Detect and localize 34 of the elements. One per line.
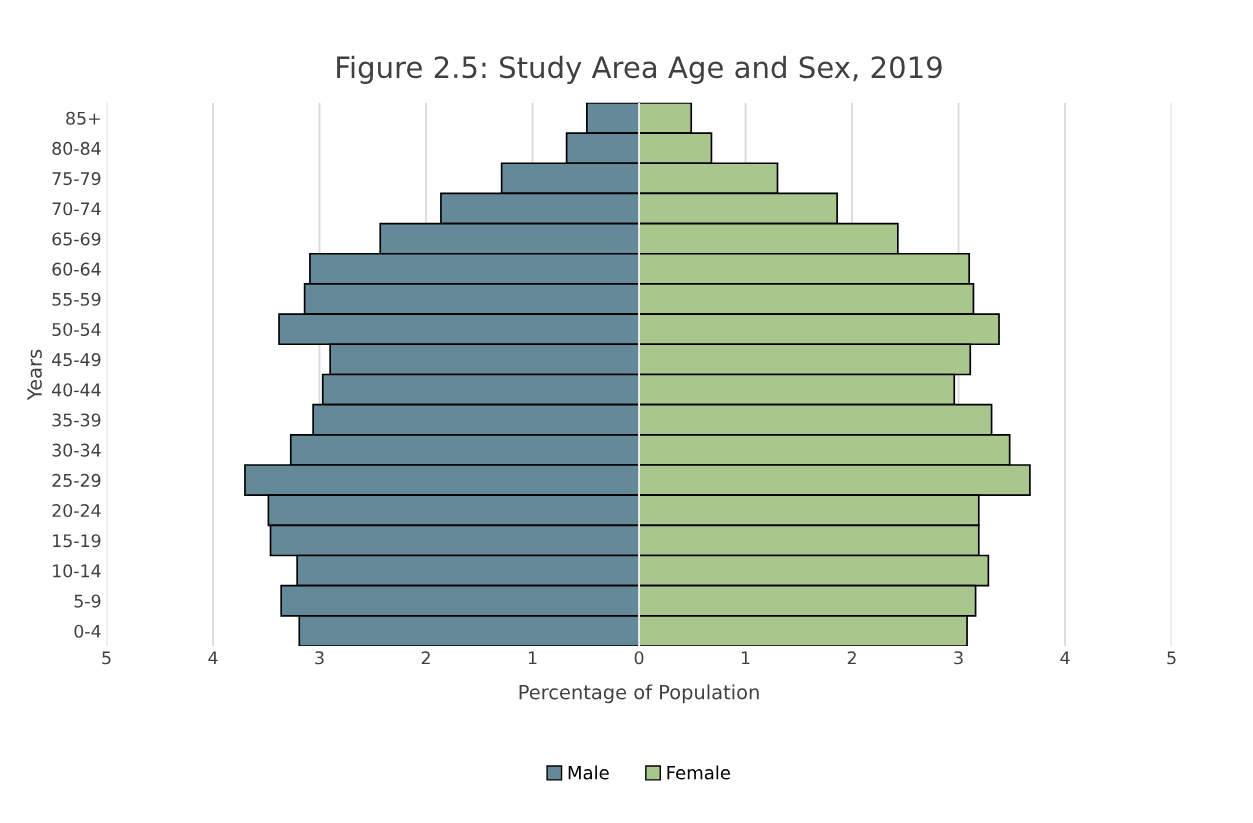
y-tick-label: 5-9 xyxy=(74,594,101,608)
y-tick-label: 75-79 xyxy=(52,172,101,186)
x-axis-title: Percentage of Population xyxy=(519,684,759,704)
x-tick-label: 3 xyxy=(315,651,324,665)
y-tick-label: 30-34 xyxy=(52,443,101,457)
y-tick-label: 25-29 xyxy=(52,473,101,487)
x-tick-label: 4 xyxy=(208,651,218,665)
y-tick-label: 10-14 xyxy=(53,564,101,578)
y-tick-label: 65-69 xyxy=(52,232,101,246)
y-tick-label: 40-44 xyxy=(52,383,101,397)
legend-label: Male xyxy=(568,765,609,780)
legend-label: Female xyxy=(667,765,731,780)
y-tick-label: 55-59 xyxy=(52,292,101,306)
y-tick-label: 15-19 xyxy=(53,534,101,548)
x-tick-label: 4 xyxy=(1060,651,1070,665)
x-tick-label: 5 xyxy=(1167,651,1176,665)
y-axis-title: Years xyxy=(27,349,42,401)
x-tick-label: 2 xyxy=(847,651,856,665)
x-tick-label: 2 xyxy=(421,651,430,665)
x-tick-label: 5 xyxy=(102,651,111,665)
y-tick-label: 60-64 xyxy=(52,262,101,276)
x-tick-label: 3 xyxy=(954,651,963,665)
y-tick-label: 45-49 xyxy=(52,353,101,367)
y-tick-label: 35-39 xyxy=(52,413,101,427)
y-tick-label: 80-84 xyxy=(52,141,101,155)
y-tick-label: 50-54 xyxy=(52,322,101,337)
x-tick-label: 0 xyxy=(634,651,644,665)
chart-title: Figure 2.5: Study Area Age and Sex, 2019 xyxy=(337,55,942,84)
y-tick-label: 20-24 xyxy=(52,503,101,518)
y-tick-label: 85+ xyxy=(66,111,100,125)
y-tick-label: 0-4 xyxy=(74,624,101,638)
y-tick-label: 70-74 xyxy=(52,202,101,216)
x-tick-label: 1 xyxy=(528,651,537,665)
x-tick-label: 1 xyxy=(741,651,750,665)
